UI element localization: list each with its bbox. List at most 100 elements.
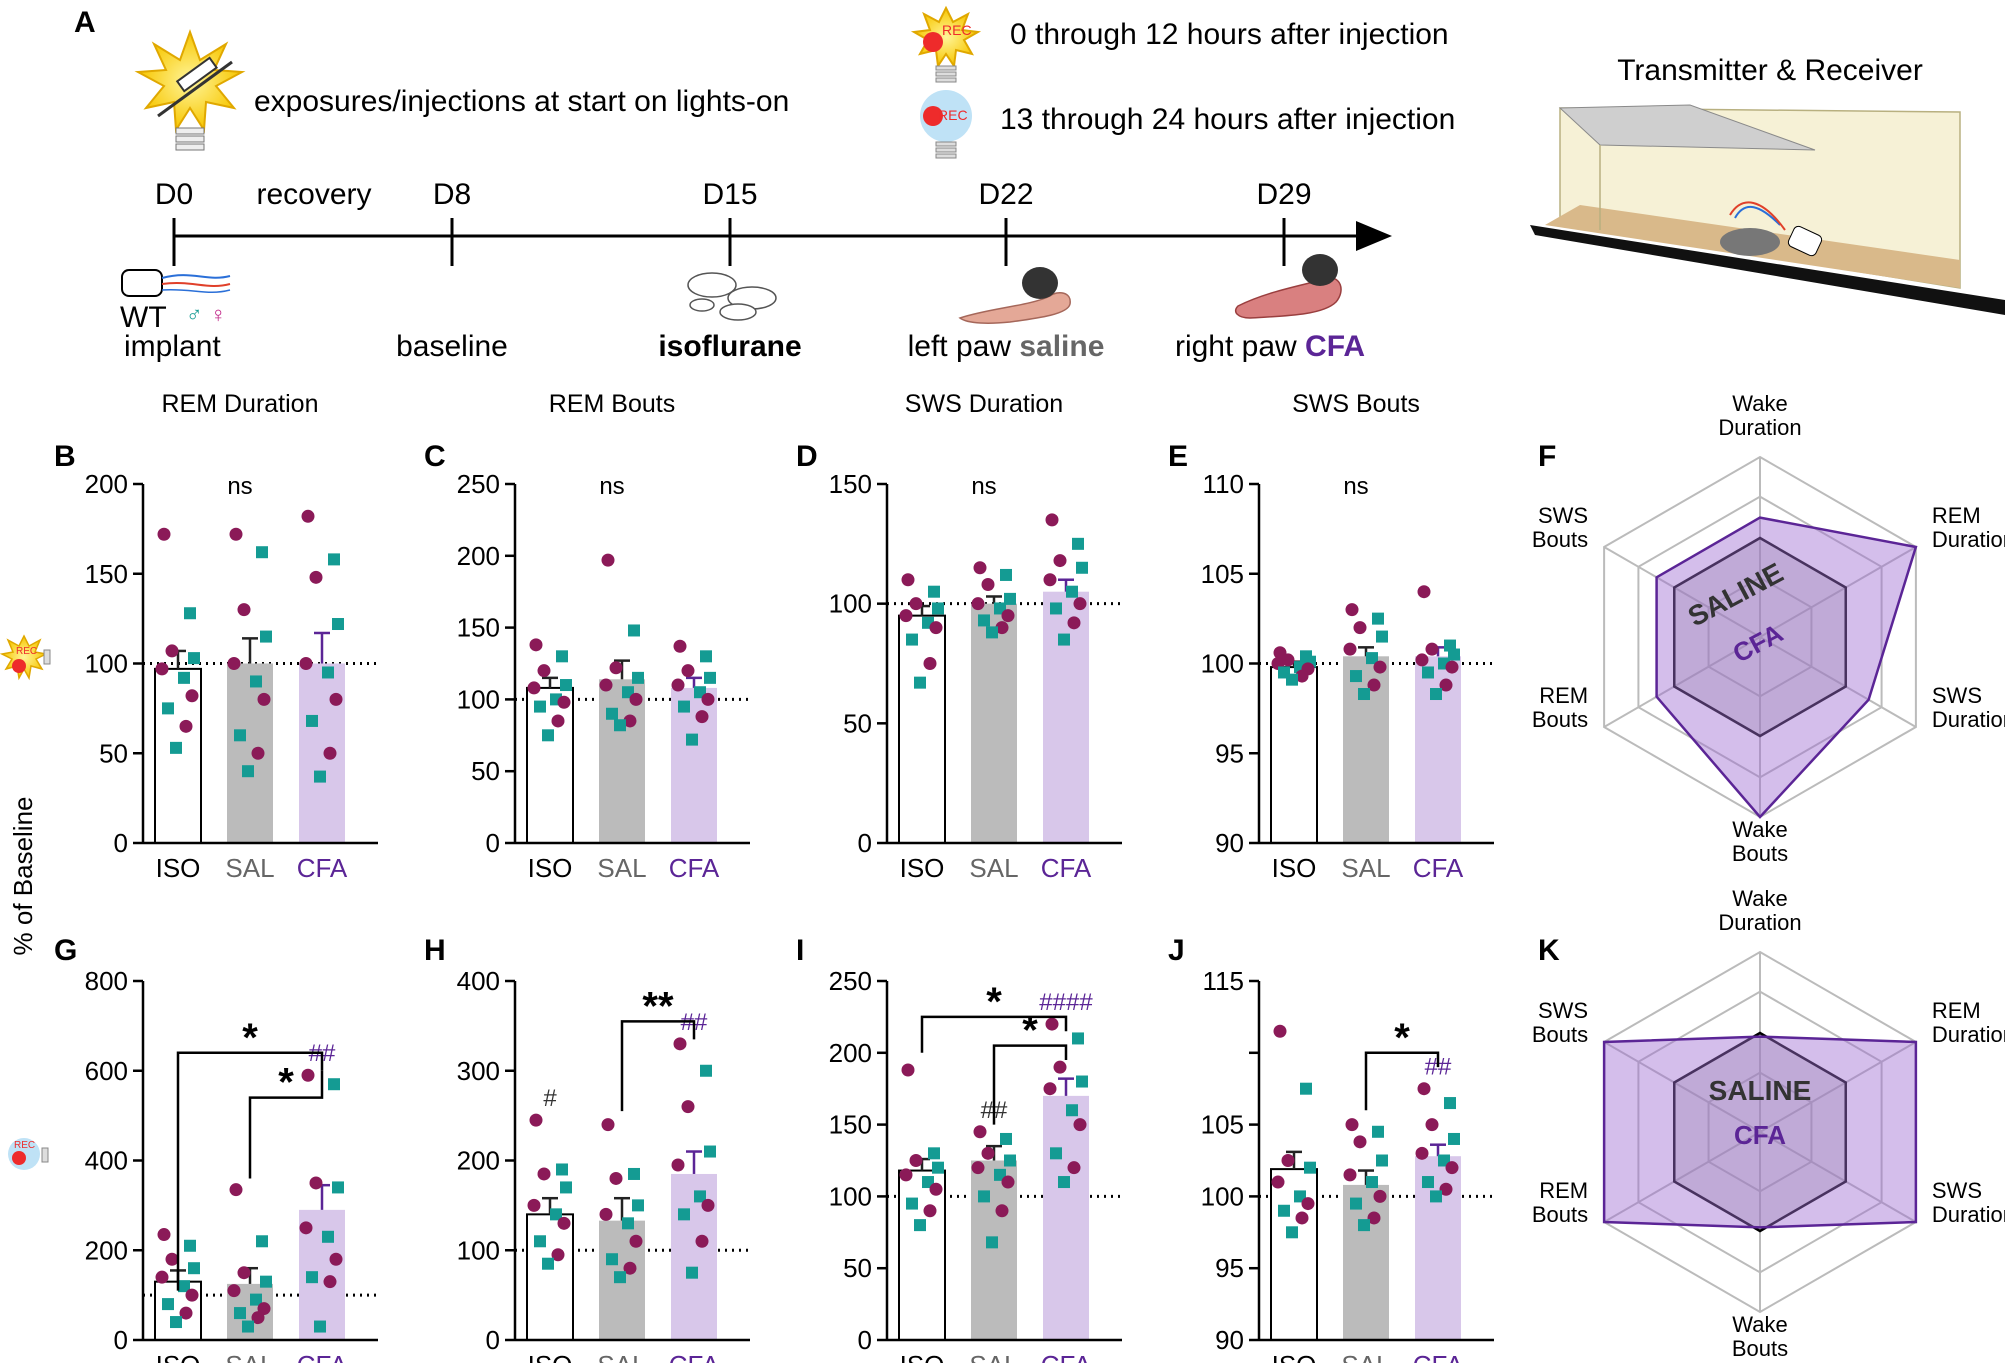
y-tick-label-j: 100 xyxy=(1201,1181,1244,1211)
timeline-day-d22: D22 xyxy=(978,178,1033,211)
data-point-h xyxy=(537,1167,551,1181)
data-point-j xyxy=(1295,1211,1309,1225)
y-tick-label-e: 105 xyxy=(1201,559,1244,589)
transmitter-title: Transmitter & Receiver xyxy=(1617,54,1923,87)
y-tick-label-j: 115 xyxy=(1203,966,1244,996)
data-point-h xyxy=(529,1113,543,1127)
y-tick-label-d: 150 xyxy=(829,469,872,499)
x-label-c-sal: SAL xyxy=(597,853,646,883)
data-point-b xyxy=(301,509,315,523)
y-tick-label-i: 200 xyxy=(829,1038,872,1068)
y-tick-label-j: 90 xyxy=(1215,1325,1244,1355)
panel-letter-c: C xyxy=(424,440,446,473)
rec-day-label: REC xyxy=(942,22,972,38)
legend-13-24: 13 through 24 hours after injection xyxy=(1000,103,1455,136)
data-point-i xyxy=(1072,1032,1084,1045)
data-point-b xyxy=(234,729,246,742)
data-point-j xyxy=(1430,1190,1442,1203)
data-point-g xyxy=(260,1275,272,1288)
data-point-b xyxy=(237,603,251,617)
data-point-d xyxy=(1001,609,1015,623)
data-point-j xyxy=(1286,1226,1298,1239)
y-tick-label-c: 250 xyxy=(457,469,500,499)
wt-label: WT xyxy=(120,301,167,334)
data-point-g xyxy=(322,1230,334,1243)
data-point-i xyxy=(1076,1075,1088,1088)
y-tick-label-c: 100 xyxy=(457,684,500,714)
data-point-d xyxy=(1073,597,1087,611)
lights-on-syringe-icon xyxy=(134,29,246,151)
significance-top-d: ns xyxy=(971,473,996,500)
isoflurane-cloud-icon xyxy=(687,272,777,321)
bar-e-cfa xyxy=(1415,656,1461,843)
data-point-b xyxy=(260,630,272,643)
timeline-day-d8: D8 xyxy=(433,178,471,211)
radar-axis-label-f: Wake Bouts xyxy=(1732,817,1788,866)
data-point-e xyxy=(1353,621,1367,635)
bar-chart-b: REM Duration ns 0 50 100 150 200 ISO SAL CFA xyxy=(85,390,378,883)
data-point-h xyxy=(614,1271,626,1284)
data-point-e xyxy=(1281,653,1295,667)
data-point-j xyxy=(1273,1024,1287,1038)
radar-axis-label-f: REM Bouts xyxy=(1532,683,1588,732)
data-point-c xyxy=(527,681,541,695)
data-point-e xyxy=(1439,678,1453,692)
data-point-d xyxy=(928,585,940,598)
bar-b-cfa xyxy=(299,663,345,843)
baseline-label: baseline xyxy=(396,330,508,363)
data-point-i xyxy=(923,1204,937,1218)
data-point-i xyxy=(981,1146,995,1160)
data-point-j xyxy=(1366,1176,1378,1189)
radar-spoke-k xyxy=(1603,1131,1761,1223)
data-point-d xyxy=(986,626,998,639)
data-point-j xyxy=(1345,1118,1359,1132)
data-point-h xyxy=(542,1257,554,1270)
data-point-e xyxy=(1425,642,1439,656)
significance-top-e: ns xyxy=(1343,473,1368,500)
data-point-b xyxy=(227,657,241,670)
data-point-h xyxy=(609,1171,623,1185)
y-tick-label-g: 400 xyxy=(85,1146,128,1176)
data-point-d xyxy=(1043,573,1057,587)
data-point-h xyxy=(694,1190,706,1203)
bar-c-sal xyxy=(599,679,645,843)
data-point-j xyxy=(1350,1197,1362,1210)
y-tick-label-g: 0 xyxy=(114,1325,128,1355)
y-tick-label-b: 100 xyxy=(85,649,128,679)
data-point-j xyxy=(1445,1161,1459,1175)
data-point-i xyxy=(901,1063,915,1077)
data-point-j xyxy=(1448,1132,1460,1145)
bar-e-sal xyxy=(1343,656,1389,843)
data-point-d xyxy=(1067,616,1081,630)
x-label-e-iso: ISO xyxy=(1272,853,1317,883)
data-point-h xyxy=(560,1181,572,1194)
data-point-b xyxy=(184,607,196,620)
data-point-i xyxy=(1001,1175,1015,1189)
x-label-i-iso: ISO xyxy=(900,1350,945,1363)
hash-mark-i-cfa: #### xyxy=(1039,989,1093,1016)
data-point-j xyxy=(1358,1219,1370,1232)
data-point-e xyxy=(1448,648,1460,661)
y-tick-label-e: 90 xyxy=(1215,828,1244,858)
data-point-i xyxy=(986,1236,998,1249)
y-tick-label-b: 150 xyxy=(85,559,128,589)
radar-axis-label-f: SWS Bouts xyxy=(1532,503,1588,552)
right-paw-icon xyxy=(1234,254,1342,319)
bar-d-cfa xyxy=(1043,591,1089,843)
data-point-e xyxy=(1295,669,1309,683)
data-point-j xyxy=(1367,1211,1381,1225)
data-point-g xyxy=(242,1320,254,1333)
data-point-i xyxy=(1066,1104,1078,1117)
radar-spoke-f xyxy=(1603,636,1761,728)
data-point-h xyxy=(599,1207,613,1221)
data-point-d xyxy=(1072,537,1084,550)
row1-rec-label: REC xyxy=(16,646,37,657)
panel-letter-k: K xyxy=(1538,934,1560,967)
x-label-h-sal: SAL xyxy=(597,1350,646,1363)
data-point-e xyxy=(1345,603,1359,617)
radar-axis-label-f: Wake Duration xyxy=(1718,391,1801,440)
data-point-e xyxy=(1350,670,1362,683)
